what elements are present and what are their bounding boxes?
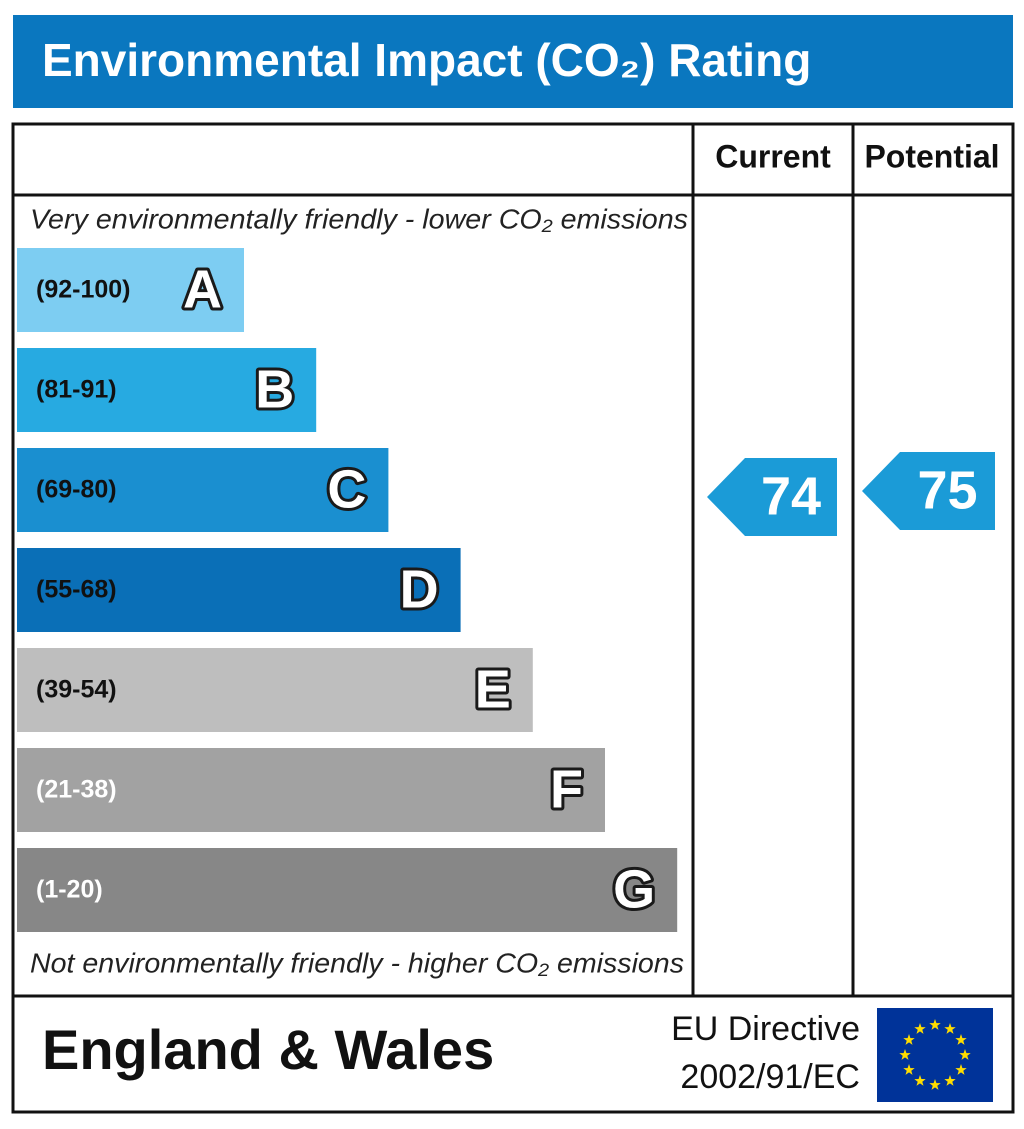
eu-flag — [877, 1008, 993, 1102]
band-letter: C — [327, 459, 366, 519]
star — [944, 1023, 956, 1034]
column-header: Potential — [864, 138, 999, 174]
star — [914, 1023, 926, 1034]
band-bar — [17, 348, 317, 432]
band-range: (21-38) — [36, 776, 117, 804]
band-range: (1-20) — [36, 876, 103, 904]
band-range: (55-68) — [36, 576, 117, 604]
star — [903, 1034, 915, 1045]
star — [955, 1034, 967, 1045]
star — [899, 1049, 911, 1060]
directive: EU Directive — [671, 1010, 860, 1048]
band-letter: A — [183, 259, 222, 319]
band-letter: B — [255, 359, 294, 419]
star — [929, 1079, 941, 1090]
star — [903, 1064, 915, 1075]
top-note: Very environmentally friendly - lower CO… — [30, 203, 688, 234]
star — [955, 1064, 967, 1075]
rating-value: 74 — [761, 466, 821, 526]
rating-arrow — [862, 452, 995, 530]
directive: 2002/91/EC — [680, 1058, 860, 1096]
band-bar — [17, 448, 389, 532]
column-header: Current — [715, 138, 831, 174]
band-letter: G — [613, 859, 655, 919]
band-range: (39-54) — [36, 676, 117, 704]
band-range: (92-100) — [36, 276, 131, 304]
star — [929, 1019, 941, 1030]
band-letter: F — [550, 759, 583, 819]
chart-title: Environmental Impact (CO₂) Rating — [42, 34, 811, 86]
band-bar — [17, 548, 461, 632]
band-bar — [17, 248, 244, 332]
frame — [11, 122, 1015, 1114]
star — [959, 1049, 971, 1060]
title-bar — [13, 15, 1013, 108]
band-bar — [17, 848, 678, 932]
band-letter: D — [400, 559, 439, 619]
rating-arrow — [707, 458, 837, 536]
band-letter: E — [475, 659, 511, 719]
band-range: (81-91) — [36, 376, 117, 404]
band-range: (69-80) — [36, 476, 117, 504]
band-bar — [17, 648, 533, 732]
rating-value: 75 — [917, 460, 977, 520]
band-bar — [17, 748, 605, 832]
region: England & Wales — [42, 1018, 494, 1081]
bottom-note: Not environmentally friendly - higher CO… — [30, 947, 684, 978]
star — [944, 1075, 956, 1086]
star — [914, 1075, 926, 1086]
